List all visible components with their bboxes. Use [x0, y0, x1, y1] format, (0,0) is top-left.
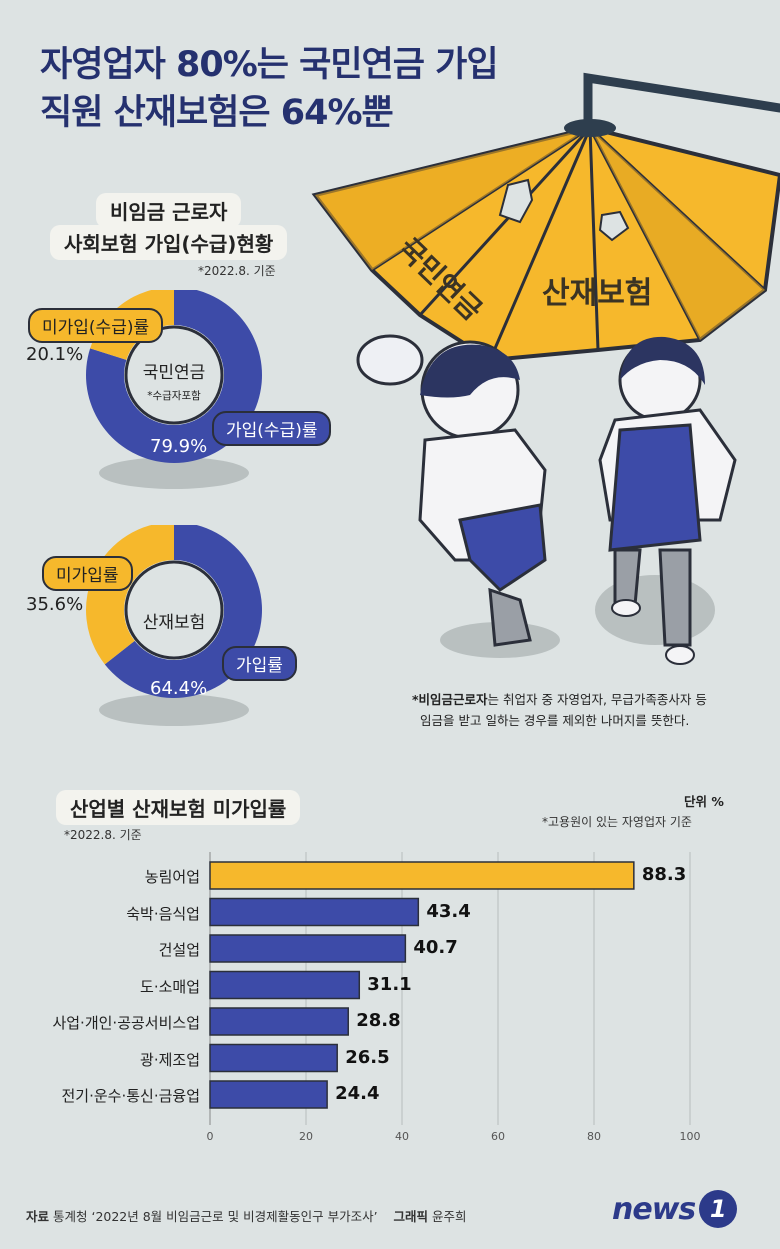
category-label: 숙박·음식업 — [126, 904, 200, 923]
donut1-center-label: 국민연금 — [142, 363, 206, 383]
chart-unit-note: *고용원이 있는 자영업자 기준 — [542, 815, 692, 829]
category-label: 도·소매업 — [140, 977, 200, 996]
umbrella-illustration — [311, 72, 780, 665]
category-label: 사업·개인·공공서비스업 — [52, 1014, 200, 1032]
source-line: 자료 통계청 ‘2022년 8월 비임금근로 및 비경제활동인구 부가조사’ 그… — [26, 1206, 466, 1225]
bar — [209, 861, 635, 890]
umbrella-hole — [598, 210, 630, 242]
footnote-bold: *비임금근로자 — [412, 692, 488, 707]
source-text: 통계청 ‘2022년 8월 비임금근로 및 비경제활동인구 부가조사’ — [53, 1209, 378, 1224]
umbrella-pole — [583, 72, 780, 133]
x-tick-label: 0 — [206, 1130, 214, 1143]
credit-name: 윤주희 — [431, 1209, 467, 1224]
bar — [209, 1007, 349, 1036]
x-tick-label: 60 — [491, 1130, 505, 1143]
man-figure — [356, 334, 547, 647]
logo-number: 1 — [699, 1190, 738, 1228]
bar-value-label: 43.4 — [426, 900, 471, 922]
category-label: 건설업 — [158, 941, 200, 959]
umbrella-cap — [564, 119, 616, 137]
woman-figure — [598, 336, 737, 665]
umbrella-text-right: 산재보험 — [542, 276, 653, 311]
bar-value-label: 28.8 — [356, 1010, 401, 1031]
x-tick-label: 80 — [587, 1130, 601, 1143]
bar-chart-industry — [209, 852, 691, 1125]
x-tick-label: 100 — [679, 1130, 701, 1143]
source-label: 자료 — [26, 1209, 50, 1224]
category-label: 전기·운수·통신·금융업 — [61, 1087, 200, 1105]
bar-value-label: 31.1 — [367, 973, 412, 995]
donut1-joined-tag: 가입(수급)률 — [212, 411, 332, 446]
logo-text: news — [612, 1191, 696, 1227]
credit-label: 그래픽 — [393, 1209, 428, 1224]
news1-logo: news 1 — [612, 1190, 738, 1228]
bar — [209, 1043, 338, 1073]
section1-title-line1: 비임금 근로자 — [96, 193, 242, 228]
donut2-center-circle — [124, 560, 224, 660]
bar — [209, 897, 420, 927]
bar-value-label: 24.4 — [335, 1083, 380, 1104]
footnote-line1: *비임금근로자는 취업자 중 자영업자, 무급가족종사자 등 — [412, 690, 707, 710]
donut1-center-sub: *수급자포함 — [147, 390, 201, 402]
x-tick-label: 40 — [395, 1130, 409, 1143]
bar-value-label: 26.5 — [345, 1046, 390, 1068]
category-label: 광·제조업 — [140, 1050, 200, 1069]
bar-value-label: 88.3 — [641, 864, 687, 885]
bar — [209, 1080, 328, 1109]
donut2-unjoined-pct: 35.6% — [26, 594, 84, 615]
umbrella-hole — [498, 178, 534, 224]
section1-title-line2: 사회보험 가입(수급)현황 — [50, 225, 288, 260]
bar — [209, 970, 361, 1000]
footnote-line2: 임금을 받고 일하는 경우를 제외한 나머지를 뜻한다. — [420, 713, 690, 728]
title-line-1: 자영업자 80%는 국민연금 가입 — [40, 45, 499, 85]
section2-date-note: *2022.8. 기준 — [64, 828, 142, 842]
donut2-unjoined-tag: 미가입률 — [42, 556, 133, 591]
x-tick-label: 20 — [299, 1130, 313, 1143]
bar-value-label: 40.7 — [413, 937, 458, 958]
section2-title: 산업별 산재보험 미가입률 — [56, 790, 301, 825]
donut2-joined-pct: 64.4% — [150, 678, 208, 699]
donut2-center-label: 산재보험 — [142, 613, 206, 633]
category-label: 농림어업 — [144, 868, 200, 886]
bar — [209, 934, 407, 963]
chart-unit: 단위 % — [684, 794, 724, 809]
donut1-unjoined-pct: 20.1% — [26, 344, 84, 365]
donut1-unjoined-tag: 미가입(수급)률 — [28, 308, 164, 343]
donut1-center-circle — [124, 325, 224, 425]
donut1-joined-pct: 79.9% — [150, 436, 208, 457]
donut2-joined-tag: 가입률 — [222, 646, 297, 681]
title-line-2: 직원 산재보험은 64%뿐 — [40, 93, 394, 133]
footnote-rest: 는 취업자 중 자영업자, 무급가족종사자 등 — [487, 692, 707, 707]
section1-date-note: *2022.8. 기준 — [198, 264, 276, 278]
